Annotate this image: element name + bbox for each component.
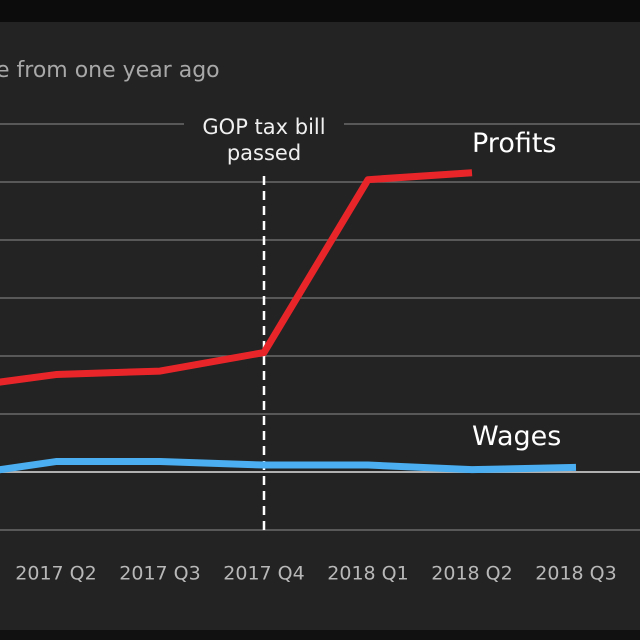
chart-subtitle: e from one year ago bbox=[0, 58, 220, 83]
x-tick-label: 2018 Q3 bbox=[535, 563, 616, 585]
x-tick-label: 2017 Q3 bbox=[119, 563, 200, 585]
annotation-text: passed bbox=[227, 141, 301, 165]
series-label: Wages bbox=[472, 421, 561, 452]
x-tick-label: 2017 Q2 bbox=[15, 563, 96, 585]
x-tick-label: 2018 Q2 bbox=[431, 563, 512, 585]
x-tick-label: 2017 Q4 bbox=[223, 563, 304, 585]
annotation-text: GOP tax bill bbox=[202, 115, 325, 139]
annotation-background bbox=[184, 108, 344, 168]
x-tick-label: 2018 Q1 bbox=[327, 563, 408, 585]
series-line bbox=[0, 169, 473, 386]
series-label: Profits bbox=[472, 128, 557, 159]
series-line bbox=[0, 458, 577, 474]
top-bar bbox=[0, 0, 640, 22]
